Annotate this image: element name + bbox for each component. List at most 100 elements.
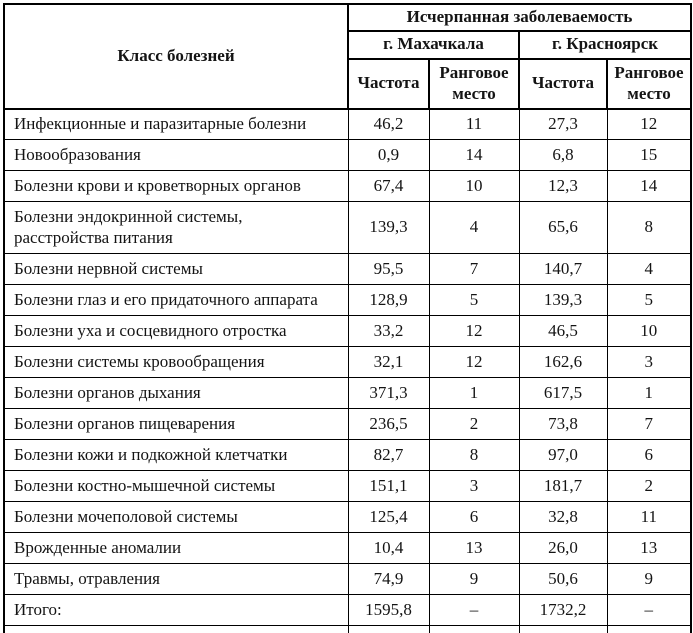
frequency-cell: 0,9 <box>347 139 430 172</box>
header-row-measures: Частота Ранговое место Частота Ранговое … <box>4 57 693 110</box>
frequency-cell: 10,4 <box>347 532 430 565</box>
frequency-cell: 12,3 <box>518 170 608 203</box>
rank-cell: 10 <box>606 315 692 348</box>
frequency-cell: 128,9 <box>347 284 430 317</box>
total-rank-cell: – <box>428 594 520 627</box>
frequency-cell: 82,7 <box>347 439 430 472</box>
table-row: Болезни уха и сосцевидного отростка 33,2… <box>3 315 692 348</box>
disease-name-cell: Врожденные аномалии <box>3 532 349 565</box>
frequency-cell: 151,1 <box>347 470 430 503</box>
disease-name-cell: Болезни крови и кроветворных органов <box>3 170 349 203</box>
frequency-cell: 97,0 <box>518 439 608 472</box>
rank-cell: 4 <box>428 201 520 255</box>
frequency-cell: 371,3 <box>347 377 430 410</box>
total-label-cell: Итого: <box>3 594 349 627</box>
rank-cell: 14 <box>428 139 520 172</box>
city-header-makhachkala: г. Махачкала <box>347 29 520 60</box>
frequency-cell: 32,8 <box>518 501 608 534</box>
empty-cell <box>3 625 349 633</box>
disease-name-cell: Болезни органов пищеварения <box>3 408 349 441</box>
frequency-cell: 236,5 <box>347 408 430 441</box>
rank-cell: 6 <box>606 439 692 472</box>
table-row: Болезни костно-мышечной системы 151,1 3 … <box>3 470 692 503</box>
rank-cell: 12 <box>428 346 520 379</box>
rank-cell: 9 <box>428 563 520 596</box>
rank-cell: 1 <box>606 377 692 410</box>
rank-cell: 14 <box>606 170 692 203</box>
rank-cell: 12 <box>428 315 520 348</box>
rank-cell: 3 <box>606 346 692 379</box>
total-frequency-cell: 1595,8 <box>347 594 430 627</box>
table-row: Болезни системы кровообращения 32,1 12 1… <box>3 346 692 379</box>
frequency-cell: 162,6 <box>518 346 608 379</box>
disease-name-cell: Болезни нервной системы <box>3 253 349 286</box>
frequency-cell: 46,5 <box>518 315 608 348</box>
total-rank-cell: – <box>606 594 692 627</box>
rank-cell: 15 <box>606 139 692 172</box>
rank-cell: 9 <box>606 563 692 596</box>
frequency-cell: 617,5 <box>518 377 608 410</box>
total-frequency-cell: 1732,2 <box>518 594 608 627</box>
rank-cell: 1 <box>428 377 520 410</box>
disease-name-cell: Болезни глаз и его придаточного аппарата <box>3 284 349 317</box>
table-row: Болезни мочеполовой системы 125,4 6 32,8… <box>3 501 692 534</box>
table-row: Травмы, отравления 74,9 9 50,6 9 <box>3 563 692 596</box>
rank-cell: 7 <box>428 253 520 286</box>
frequency-cell: 139,3 <box>347 201 430 255</box>
frequency-cell: 6,8 <box>518 139 608 172</box>
rank-cell: 13 <box>428 532 520 565</box>
rank-cell: 8 <box>428 439 520 472</box>
frequency-cell: 32,1 <box>347 346 430 379</box>
morbidity-table: Класс болезней Исчерпанная заболеваемост… <box>3 3 693 633</box>
frequency-cell: 125,4 <box>347 501 430 534</box>
disease-name-cell: Болезни эндокринной системы, расстройств… <box>3 201 349 255</box>
disease-name-cell: Инфекционные и паразитарные болезни <box>3 108 349 141</box>
empty-cell <box>347 625 430 633</box>
disease-name-cell: Новообразования <box>3 139 349 172</box>
frequency-header-makhachkala: Частота <box>347 57 430 110</box>
table-row: Болезни глаз и его придаточного аппарата… <box>3 284 692 317</box>
frequency-header-krasnoyarsk: Частота <box>518 57 608 110</box>
disease-name-cell: Травмы, отравления <box>3 563 349 596</box>
frequency-cell: 74,9 <box>347 563 430 596</box>
frequency-cell: 95,5 <box>347 253 430 286</box>
city-header-krasnoyarsk: г. Красноярск <box>517 29 693 60</box>
disease-name-cell: Болезни костно-мышечной системы <box>3 470 349 503</box>
disease-name-cell: Болезни уха и сосцевидного отростка <box>3 315 349 348</box>
table-row: Болезни органов дыхания 371,3 1 617,5 1 <box>3 377 692 410</box>
table-row: Болезни эндокринной системы, расстройств… <box>3 201 692 255</box>
rank-cell: 4 <box>606 253 692 286</box>
table-row: Болезни кожи и подкожной клетчатки 82,7 … <box>3 439 692 472</box>
morbidity-group-header: Исчерпанная заболеваемость <box>346 3 693 32</box>
total-row: Итого: 1595,8 – 1732,2 – <box>3 594 692 627</box>
empty-cell <box>518 625 608 633</box>
frequency-cell: 46,2 <box>347 108 430 141</box>
rank-cell: 5 <box>606 284 692 317</box>
frequency-cell: 140,7 <box>518 253 608 286</box>
frequency-cell: 27,3 <box>518 108 608 141</box>
table-row: Врожденные аномалии 10,4 13 26,0 13 <box>3 532 692 565</box>
frequency-cell: 33,2 <box>347 315 430 348</box>
empty-cell <box>606 625 692 633</box>
rank-cell: 12 <box>606 108 692 141</box>
rank-cell: 2 <box>606 470 692 503</box>
table-row: Болезни органов пищеварения 236,5 2 73,8… <box>3 408 692 441</box>
clipped-partial-row <box>3 625 692 633</box>
disease-name-cell: Болезни органов дыхания <box>3 377 349 410</box>
rank-header-krasnoyarsk: Ранговое место <box>605 57 693 110</box>
frequency-cell: 67,4 <box>347 170 430 203</box>
frequency-cell: 73,8 <box>518 408 608 441</box>
table-row: Болезни нервной системы 95,5 7 140,7 4 <box>3 253 692 286</box>
rank-cell: 6 <box>428 501 520 534</box>
rank-cell: 2 <box>428 408 520 441</box>
header-row-cities: г. Махачкала г. Красноярск <box>4 29 693 60</box>
rank-cell: 5 <box>428 284 520 317</box>
disease-name-cell: Болезни системы кровообращения <box>3 346 349 379</box>
table-row: Болезни крови и кроветворных органов 67,… <box>3 170 692 203</box>
frequency-cell: 50,6 <box>518 563 608 596</box>
table-row: Новообразования 0,9 14 6,8 15 <box>3 139 692 172</box>
rank-cell: 13 <box>606 532 692 565</box>
table-row: Инфекционные и паразитарные болезни 46,2… <box>3 108 692 141</box>
rank-cell: 10 <box>428 170 520 203</box>
